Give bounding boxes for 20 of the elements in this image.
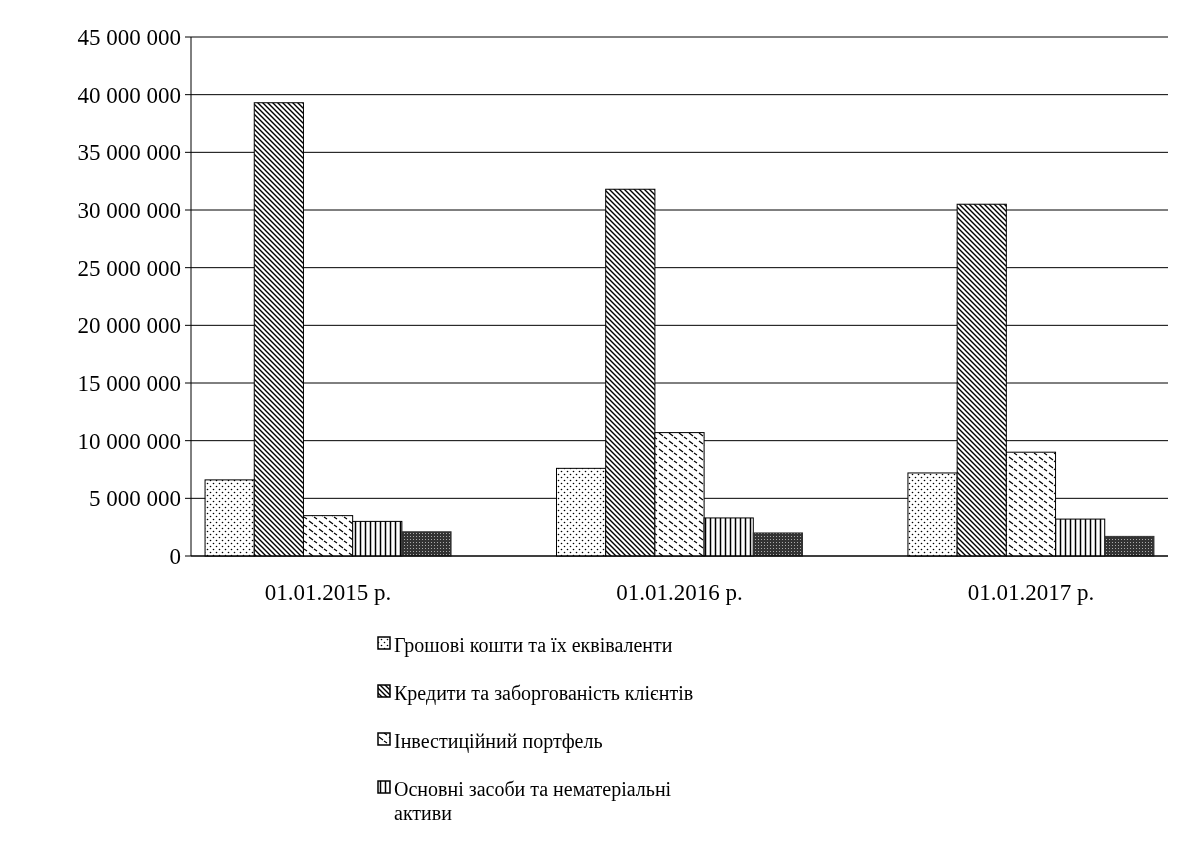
legend-label: Грошові кошти та їх еквіваленти [394,634,673,657]
bar [401,531,452,557]
y-tick-label: 25 000 000 [77,255,181,281]
y-tick-label: 15 000 000 [77,371,181,397]
y-tick-label: 5 000 000 [89,486,181,512]
legend-label: Інвестиційний портфель [394,730,603,753]
legend-label: Основні засоби та нематеріальні активи [394,778,672,824]
y-tick-label: 40 000 000 [77,82,181,108]
legend-label: Кредити та заборгованість клієнтів [394,682,694,705]
y-tick-label: 20 000 000 [77,313,181,339]
bar [1104,535,1155,557]
y-tick-label: 10 000 000 [77,428,181,454]
y-tick-label: 45 000 000 [77,25,181,51]
y-tick-label: 35 000 000 [77,140,181,166]
x-tick-label: 01.01.2015 р. [264,580,392,605]
y-tick-label: 0 [169,544,181,570]
y-tick-label: 30 000 000 [77,198,181,224]
x-tick-label: 01.01.2017 р. [967,580,1095,605]
x-tick-label: 01.01.2016 р. [616,580,743,605]
bar [752,532,803,557]
